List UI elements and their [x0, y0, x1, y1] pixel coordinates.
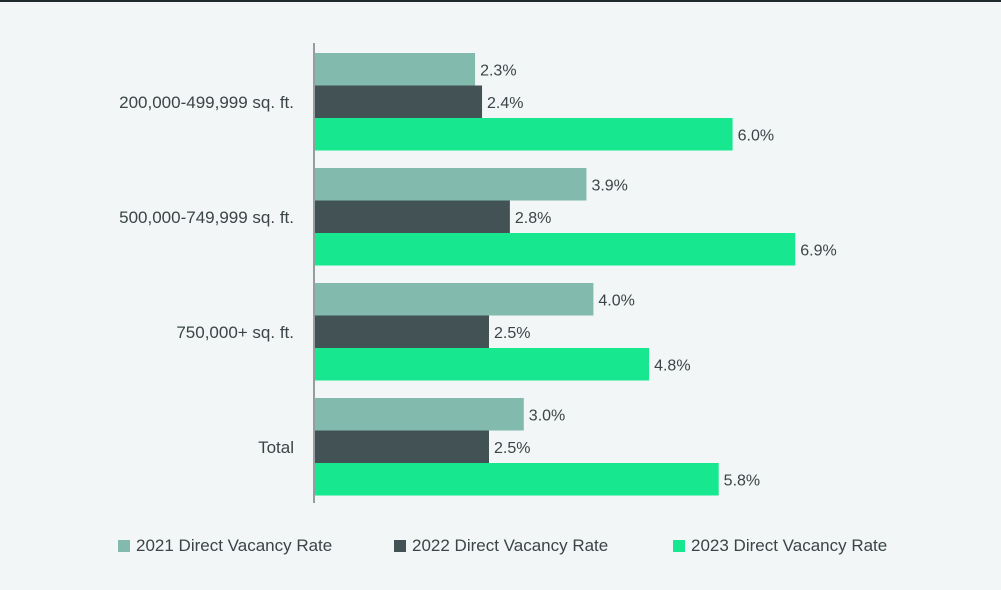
- legend-label: 2023 Direct Vacancy Rate: [691, 536, 888, 555]
- legend-item: 2022 Direct Vacancy Rate: [394, 533, 608, 559]
- bar-3-1: [315, 118, 733, 151]
- legend: 2021 Direct Vacancy Rate 2022 Direct Vaca…: [0, 533, 1001, 559]
- bar-1-1: [315, 53, 476, 86]
- category-label: Total: [258, 438, 294, 457]
- legend-swatch: [394, 540, 406, 552]
- bar-2-1: [315, 85, 483, 118]
- bars-group: [315, 53, 796, 496]
- category-labels-group: 200,000-499,999 sq. ft. 500,000-749,999 s…: [119, 93, 294, 457]
- bar-chart: 2.3% 2.4% 6.0% 3.9% 2.8% 6.9% 4.0% 2.5% 4.8% 3.0%…: [119, 43, 837, 503]
- bar-1-4: [315, 398, 524, 431]
- bar-2-4: [315, 430, 489, 463]
- value-labels-group: 2.3% 2.4% 6.0% 3.9% 2.8% 6.9% 4.0% 2.5% 4.8% 3.0%…: [480, 62, 837, 489]
- value-label: 2.5%: [494, 440, 530, 457]
- legend-swatch: [673, 540, 685, 552]
- value-label: 2.4%: [487, 95, 523, 112]
- value-label: 2.8%: [515, 210, 551, 227]
- category-label: 500,000-749,999 sq. ft.: [119, 208, 294, 227]
- top-border: [0, 0, 1001, 2]
- bar-3-4: [315, 463, 719, 496]
- legend-swatch: [118, 540, 130, 552]
- category-label: 750,000+ sq. ft.: [176, 323, 294, 342]
- legend-item: 2023 Direct Vacancy Rate: [673, 533, 887, 559]
- category-label: 200,000-499,999 sq. ft.: [119, 93, 294, 112]
- value-label: 4.8%: [654, 357, 690, 374]
- value-label: 2.3%: [480, 62, 516, 79]
- bar-3-3: [315, 348, 650, 381]
- legend-label: 2022 Direct Vacancy Rate: [412, 536, 609, 555]
- value-label: 6.9%: [800, 242, 836, 259]
- bar-2-2: [315, 200, 510, 233]
- bar-1-3: [315, 283, 594, 316]
- value-label: 3.0%: [529, 407, 565, 424]
- value-label: 6.0%: [738, 127, 774, 144]
- legend-label: 2021 Direct Vacancy Rate: [136, 536, 333, 555]
- bar-1-2: [315, 168, 587, 201]
- value-label: 5.8%: [724, 472, 760, 489]
- value-label: 3.9%: [591, 177, 627, 194]
- bar-2-3: [315, 315, 489, 348]
- bar-3-2: [315, 233, 796, 266]
- legend-item: 2021 Direct Vacancy Rate: [118, 533, 332, 559]
- value-label: 4.0%: [598, 292, 634, 309]
- value-label: 2.5%: [494, 325, 530, 342]
